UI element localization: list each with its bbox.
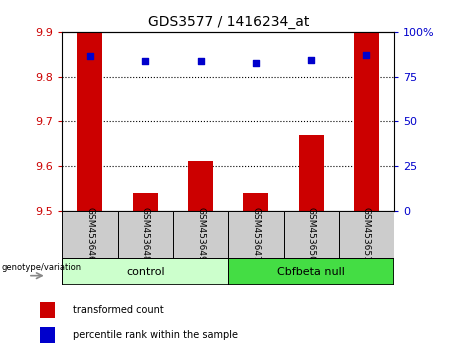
Bar: [284, 211, 339, 258]
Point: [307, 58, 315, 63]
Bar: [354, 32, 379, 211]
Text: GSM453651: GSM453651: [362, 207, 371, 262]
Point: [142, 58, 149, 64]
Bar: [62, 258, 228, 285]
Text: Cbfbeta null: Cbfbeta null: [277, 267, 345, 277]
Bar: [299, 135, 324, 211]
Text: genotype/variation: genotype/variation: [2, 263, 82, 272]
Bar: [228, 258, 394, 285]
Bar: [188, 161, 213, 211]
Bar: [173, 211, 228, 258]
Text: GSM453650: GSM453650: [307, 207, 316, 262]
Bar: [77, 32, 102, 211]
Text: GSM453649: GSM453649: [196, 207, 205, 262]
Point: [252, 60, 260, 65]
Text: GSM453646: GSM453646: [85, 207, 95, 262]
Point: [363, 52, 370, 58]
Text: transformed count: transformed count: [73, 305, 164, 315]
Text: GSM453647: GSM453647: [251, 207, 260, 262]
Point: [86, 53, 94, 59]
Bar: [62, 211, 118, 258]
Point: [197, 58, 204, 64]
Text: control: control: [126, 267, 165, 277]
Title: GDS3577 / 1416234_at: GDS3577 / 1416234_at: [148, 16, 309, 29]
Bar: [339, 211, 394, 258]
Text: percentile rank within the sample: percentile rank within the sample: [73, 330, 238, 340]
Bar: [118, 211, 173, 258]
Bar: [40, 302, 54, 318]
Bar: [228, 211, 284, 258]
Bar: [40, 327, 54, 343]
Text: GSM453648: GSM453648: [141, 207, 150, 262]
Bar: [133, 193, 158, 211]
Bar: [243, 193, 268, 211]
